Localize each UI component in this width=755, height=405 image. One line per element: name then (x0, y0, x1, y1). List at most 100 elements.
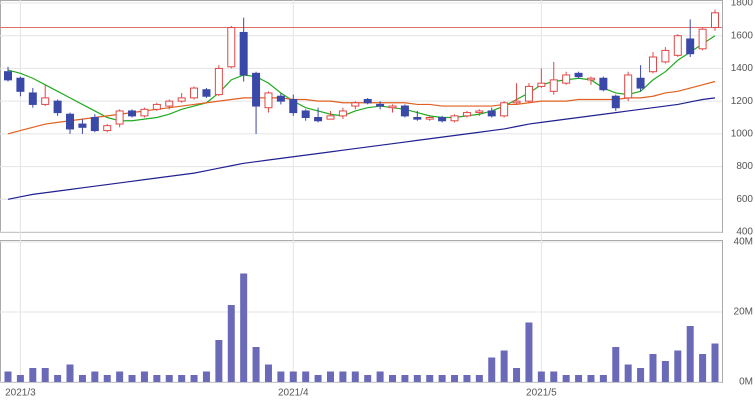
volume-bar (339, 371, 347, 382)
volume-bar (66, 364, 74, 382)
candle-body (549, 79, 558, 92)
candle-body (239, 31, 248, 76)
volume-bar (562, 375, 570, 382)
volume-bar (401, 375, 409, 382)
volume-bar (637, 368, 645, 382)
candle-body (450, 115, 459, 122)
candle-body (673, 35, 682, 56)
volume-bar (289, 371, 297, 382)
candle-body (165, 100, 174, 107)
candle-body (698, 28, 707, 50)
x-tick-label: 2021/4 (278, 388, 309, 399)
candle-body (177, 97, 186, 102)
candle-body (66, 113, 75, 130)
volume-bar (513, 368, 521, 382)
volume-bar (575, 375, 583, 382)
volume-bar (302, 371, 310, 382)
volume-bar (587, 375, 595, 382)
volume-bar (674, 350, 682, 382)
candle-body (128, 110, 137, 117)
y-tick-label: 40M (734, 237, 753, 248)
volume-bar (103, 375, 111, 382)
candle-body (388, 105, 397, 109)
volume-bar (661, 361, 669, 382)
volume-bar (699, 354, 707, 382)
volume-bar (376, 371, 384, 382)
candle-body (202, 89, 211, 97)
volume-bar (624, 364, 632, 382)
y-tick-label: 600 (736, 194, 753, 205)
volume-bar (649, 354, 657, 382)
candle-body (611, 95, 620, 109)
y-tick-label: 1400 (731, 63, 754, 74)
candle-body (301, 110, 310, 119)
moving-average (7, 80, 716, 135)
volume-bar (686, 326, 694, 382)
volume-bar (215, 340, 223, 382)
candle-body (103, 125, 112, 132)
candle-body (326, 115, 335, 120)
candle-body (276, 95, 285, 102)
candle-body (363, 99, 372, 104)
volume-bar (252, 347, 260, 382)
volume-bar (178, 375, 186, 382)
y-tick-label: 1200 (731, 96, 754, 107)
y-tick-label: 400 (736, 227, 753, 238)
candle-body (140, 108, 149, 117)
candle-body (252, 72, 261, 107)
candle-body (227, 27, 236, 68)
volume-bar (116, 371, 124, 382)
candle-body (475, 110, 484, 114)
candle-body (686, 38, 695, 55)
volume-bar (277, 371, 285, 382)
candle-body (351, 102, 360, 107)
candle-body (314, 117, 323, 122)
volume-bar (438, 375, 446, 382)
candle-body (562, 74, 571, 84)
candle-body (648, 56, 657, 73)
candle-body (90, 117, 99, 132)
volume-bar (128, 375, 136, 382)
volume-bar (202, 371, 210, 382)
candle-body (512, 100, 521, 104)
volume-bar (475, 375, 483, 382)
volume-bar (351, 371, 359, 382)
y-tick-label: 800 (736, 161, 753, 172)
candle-body (400, 105, 409, 117)
candle-body (487, 110, 496, 117)
y-tick-label: 0M (739, 377, 753, 388)
volume-bar (153, 375, 161, 382)
y-tick-label: 1600 (731, 30, 754, 41)
candle-body (41, 97, 50, 105)
candle-body (524, 85, 533, 102)
candle-body (4, 71, 12, 81)
y-tick-label: 1000 (731, 128, 754, 139)
moving-average (7, 35, 716, 122)
candle-body (500, 102, 509, 117)
volume-bar (78, 375, 86, 382)
candle-body (53, 100, 62, 114)
volume-bar (91, 371, 99, 382)
volume-bar (326, 371, 334, 382)
x-tick-label: 2021/5 (526, 388, 557, 399)
volume-bar (389, 375, 397, 382)
volume-bar (165, 375, 173, 382)
volume-bar (711, 343, 719, 382)
candle-body (438, 117, 447, 122)
candle-body (462, 112, 471, 117)
y-tick-label: 20M (734, 307, 753, 318)
volume-bar (500, 350, 508, 382)
candle-body (661, 49, 670, 63)
candle-body (624, 74, 633, 99)
volume-bar (550, 371, 558, 382)
candle-body (574, 72, 583, 78)
x-tick-label: 2021/3 (5, 388, 36, 399)
candle-body (711, 12, 719, 29)
volume-bar (16, 375, 24, 382)
candle-body (152, 103, 161, 110)
candle-body (264, 92, 273, 109)
volume-bar (463, 375, 471, 382)
candle-body (537, 82, 546, 87)
volume-bar (537, 371, 545, 382)
volume-bar (140, 371, 148, 382)
